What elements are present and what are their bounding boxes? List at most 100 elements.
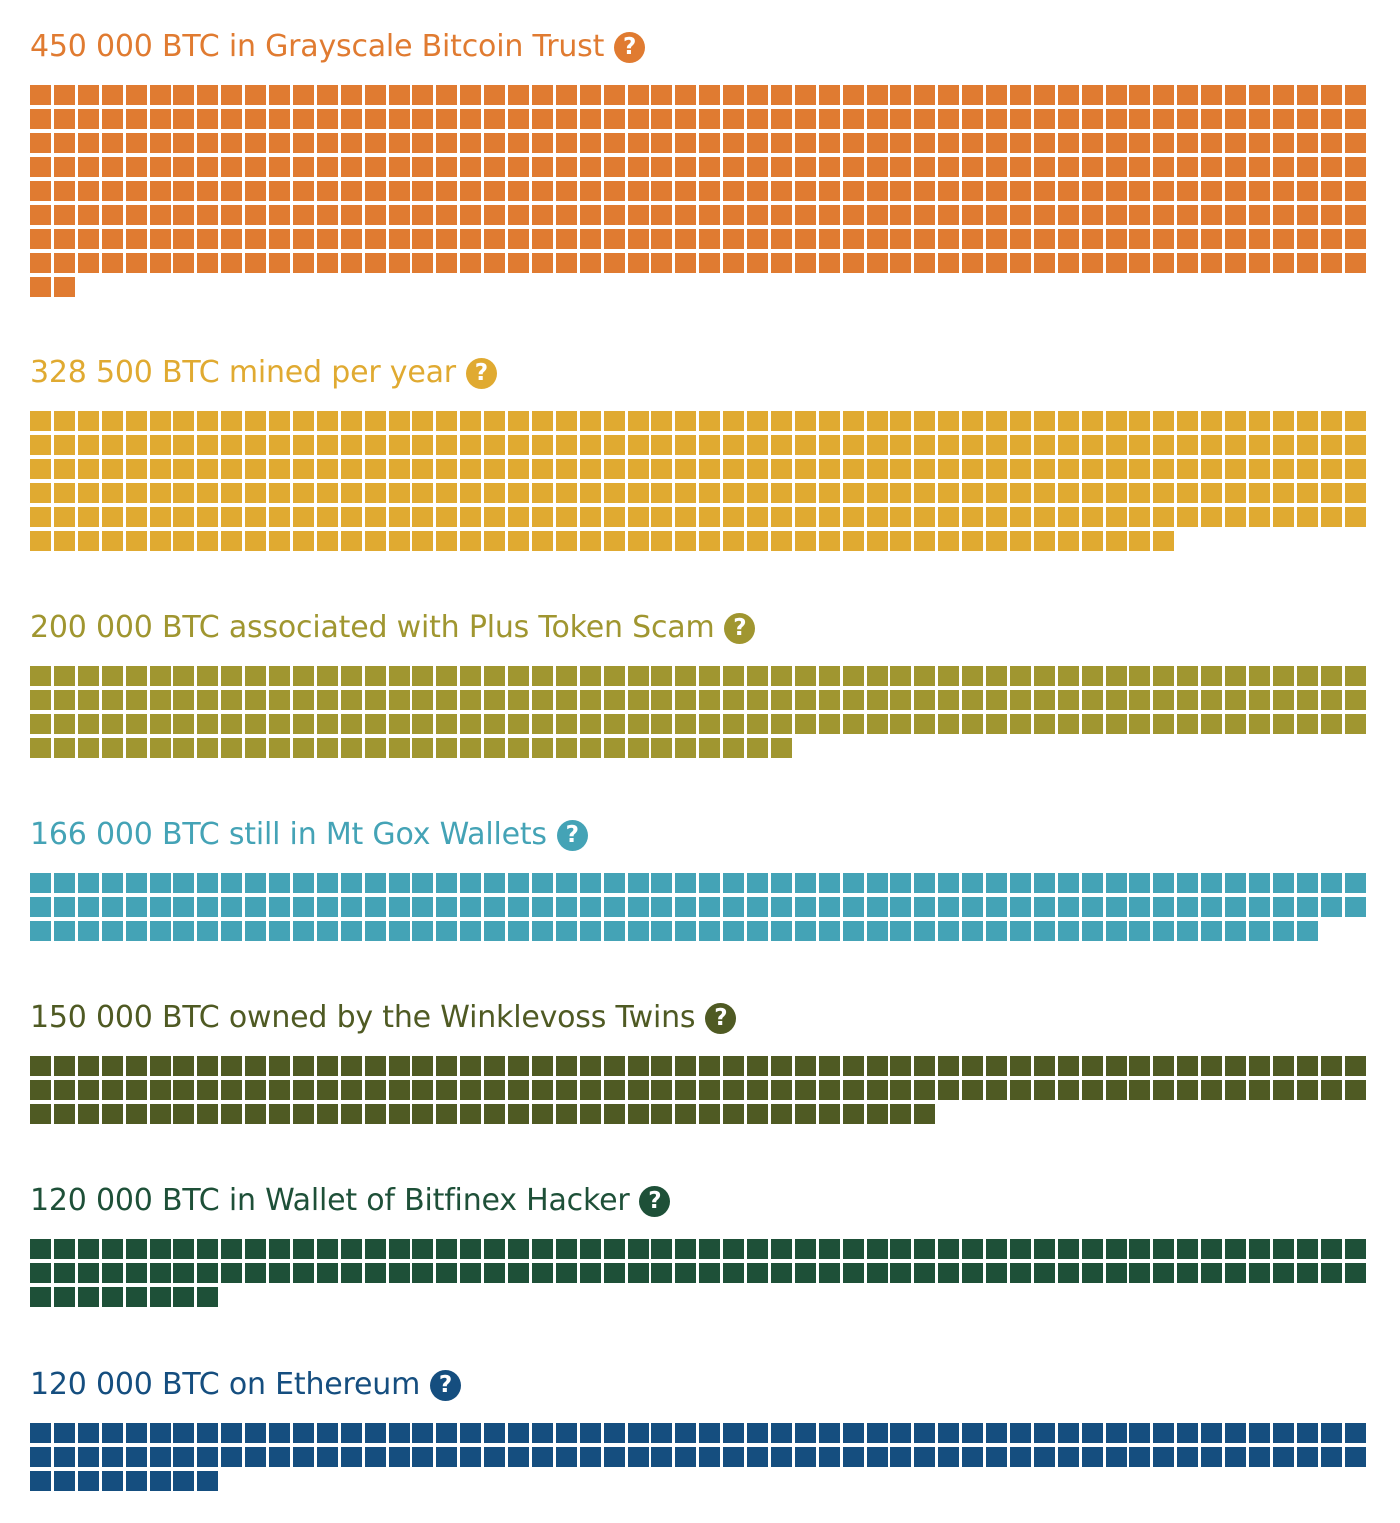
waffle-square bbox=[890, 253, 912, 273]
question-circle-icon[interactable]: ? bbox=[556, 819, 588, 851]
waffle-square bbox=[627, 181, 649, 201]
waffle-square bbox=[938, 133, 960, 153]
waffle-square bbox=[794, 1263, 816, 1283]
question-circle-icon[interactable]: ? bbox=[724, 612, 756, 644]
waffle-square bbox=[818, 507, 840, 527]
waffle-square bbox=[316, 435, 338, 455]
waffle-square bbox=[484, 1423, 506, 1443]
waffle-square bbox=[1296, 666, 1318, 686]
waffle-square bbox=[1201, 507, 1223, 527]
waffle-square bbox=[603, 1423, 625, 1443]
waffle-square bbox=[1344, 435, 1366, 455]
waffle-square bbox=[1105, 1239, 1127, 1259]
waffle-square bbox=[1272, 897, 1294, 917]
waffle-square bbox=[1153, 157, 1175, 177]
waffle-square bbox=[292, 1447, 314, 1467]
waffle-square bbox=[1320, 253, 1342, 273]
waffle-square bbox=[388, 921, 410, 941]
waffle-square bbox=[436, 714, 458, 734]
waffle-square bbox=[388, 666, 410, 686]
waffle-square bbox=[1057, 1239, 1079, 1259]
waffle-square bbox=[221, 435, 243, 455]
waffle-square bbox=[30, 1447, 51, 1467]
waffle-square bbox=[30, 85, 51, 105]
waffle-square bbox=[364, 714, 386, 734]
waffle-square bbox=[460, 157, 482, 177]
waffle-square bbox=[197, 109, 219, 129]
waffle-square bbox=[269, 714, 290, 734]
waffle-square bbox=[818, 666, 840, 686]
waffle-square bbox=[1153, 85, 1175, 105]
waffle-square bbox=[675, 1104, 697, 1124]
question-circle-icon[interactable]: ? bbox=[705, 1002, 737, 1034]
waffle-square bbox=[30, 666, 51, 686]
waffle-square bbox=[627, 738, 649, 758]
waffle-square bbox=[699, 229, 721, 249]
waffle-square bbox=[1177, 507, 1199, 527]
waffle-square bbox=[627, 253, 649, 273]
waffle-square bbox=[770, 483, 792, 503]
waffle-square bbox=[675, 873, 697, 893]
waffle-square bbox=[245, 133, 267, 153]
waffle-square bbox=[1296, 1239, 1318, 1259]
waffle-square bbox=[842, 1104, 864, 1124]
waffle-square bbox=[794, 507, 816, 527]
question-circle-icon[interactable]: ? bbox=[639, 1185, 671, 1217]
waffle-square bbox=[484, 1239, 506, 1259]
waffle-square bbox=[579, 1080, 601, 1100]
waffle-square bbox=[77, 1423, 99, 1443]
waffle-square bbox=[1201, 897, 1223, 917]
waffle-square bbox=[962, 1423, 984, 1443]
waffle-square bbox=[1129, 714, 1151, 734]
question-circle-icon[interactable]: ? bbox=[614, 31, 646, 63]
waffle-square bbox=[30, 109, 51, 129]
waffle-square bbox=[986, 483, 1007, 503]
waffle-square bbox=[1009, 157, 1031, 177]
waffle-square bbox=[1225, 483, 1246, 503]
waffle-square bbox=[77, 507, 99, 527]
waffle-square bbox=[675, 205, 697, 225]
waffle-square bbox=[1344, 1080, 1366, 1100]
waffle-square bbox=[30, 1471, 51, 1491]
waffle-square bbox=[1177, 666, 1199, 686]
waffle-square bbox=[555, 133, 577, 153]
waffle-square bbox=[962, 1239, 984, 1259]
waffle-square bbox=[197, 1104, 219, 1124]
waffle-square bbox=[603, 205, 625, 225]
waffle-square bbox=[555, 157, 577, 177]
waffle-square bbox=[197, 690, 219, 710]
waffle-square bbox=[1177, 1239, 1199, 1259]
waffle-square bbox=[436, 435, 458, 455]
waffle-square bbox=[173, 459, 195, 479]
question-circle-icon[interactable]: ? bbox=[430, 1369, 462, 1401]
waffle-square bbox=[149, 133, 171, 153]
waffle-square bbox=[794, 109, 816, 129]
waffle-square bbox=[866, 1447, 888, 1467]
waffle-square bbox=[627, 133, 649, 153]
waffle-square bbox=[269, 205, 290, 225]
waffle-square bbox=[1105, 483, 1127, 503]
waffle-square bbox=[890, 1447, 912, 1467]
waffle-square bbox=[579, 1423, 601, 1443]
waffle-square bbox=[914, 253, 936, 273]
waffle-square bbox=[818, 435, 840, 455]
question-circle-icon[interactable]: ? bbox=[465, 357, 497, 389]
series-title-row: 120 000 BTC in Wallet of Bitfinex Hacker… bbox=[30, 1181, 1370, 1221]
waffle-square bbox=[1344, 483, 1366, 503]
waffle-square bbox=[292, 157, 314, 177]
waffle-square bbox=[1129, 873, 1151, 893]
waffle-square bbox=[962, 205, 984, 225]
waffle-square bbox=[1009, 531, 1031, 551]
waffle-square bbox=[149, 253, 171, 273]
waffle-square bbox=[149, 85, 171, 105]
waffle-square bbox=[1057, 1423, 1079, 1443]
waffle-square bbox=[962, 483, 984, 503]
waffle-square bbox=[173, 411, 195, 431]
waffle-square bbox=[866, 873, 888, 893]
waffle-square bbox=[1129, 85, 1151, 105]
waffle-square bbox=[818, 873, 840, 893]
waffle-square bbox=[627, 435, 649, 455]
waffle-square bbox=[364, 1104, 386, 1124]
waffle-square bbox=[531, 483, 553, 503]
waffle-square bbox=[1201, 690, 1223, 710]
